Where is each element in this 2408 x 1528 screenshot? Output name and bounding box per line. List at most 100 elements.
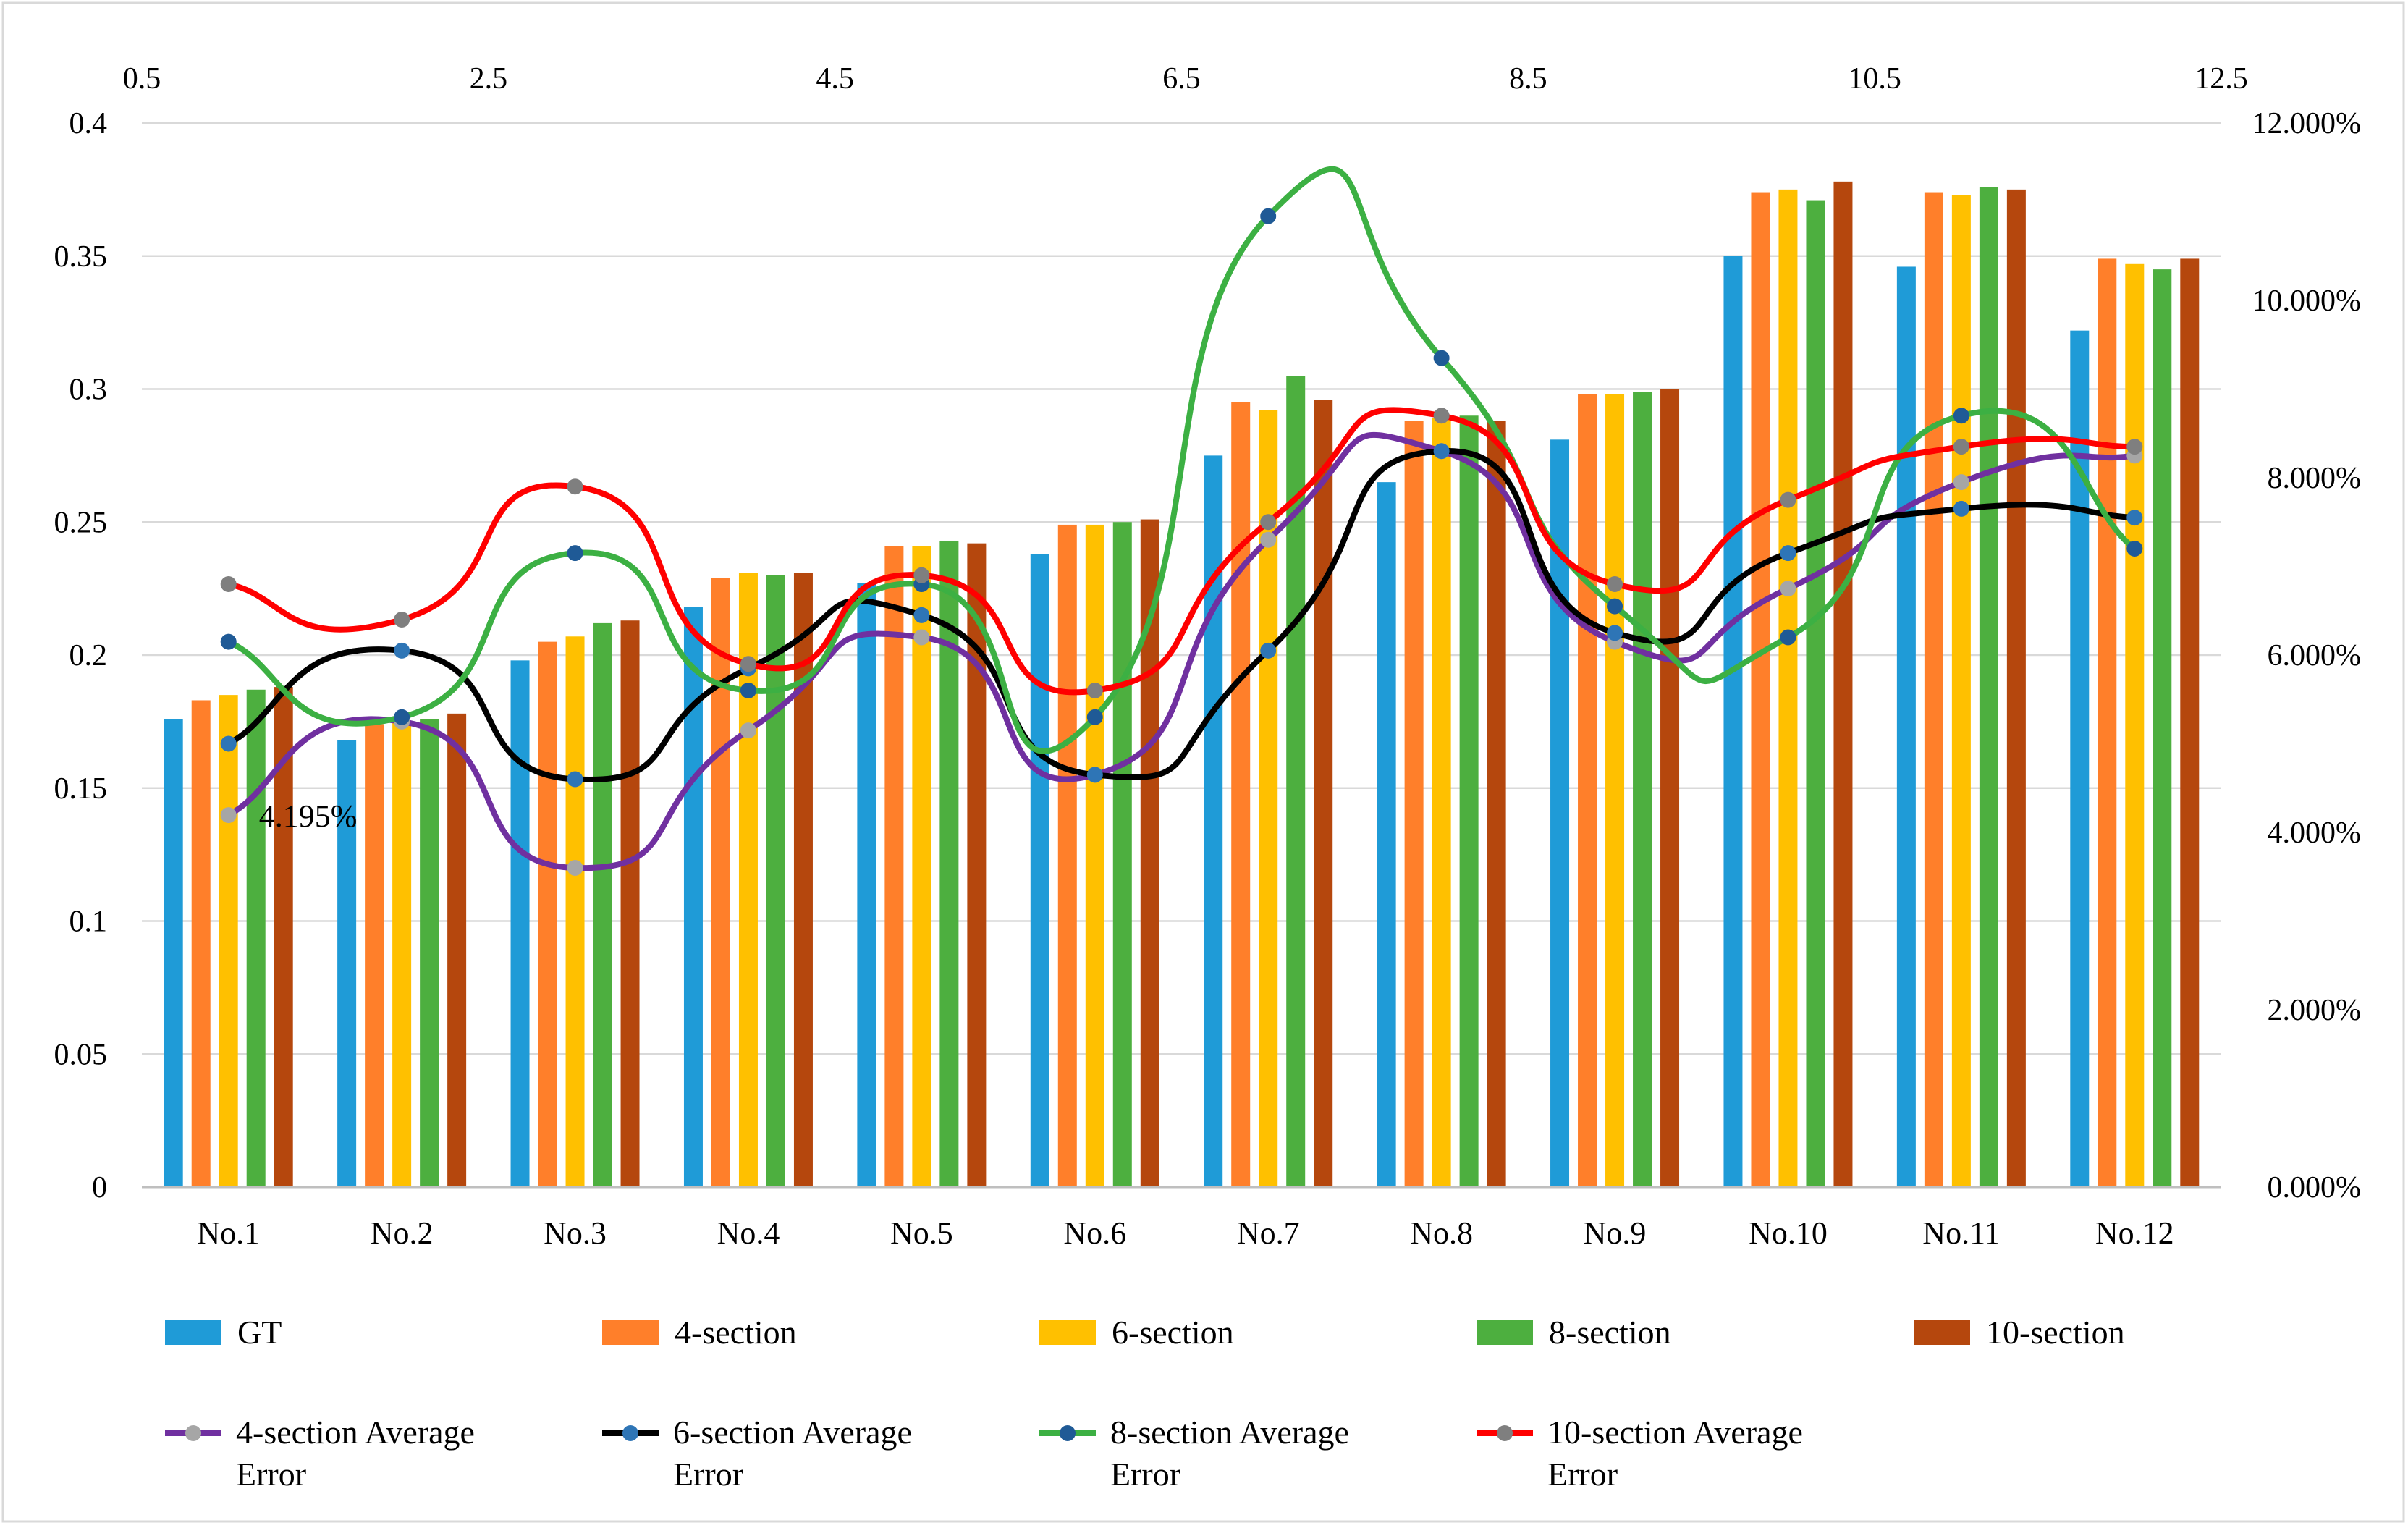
point-8-section-average-error bbox=[1433, 350, 1450, 366]
point-8-section-average-error bbox=[1607, 598, 1623, 615]
legend-marker-8-section-average-error bbox=[1060, 1425, 1076, 1441]
left-axis-tick-label: 0.2 bbox=[69, 639, 108, 672]
bar-6-section bbox=[2125, 263, 2145, 1187]
right-axis-tick-label: 10.000% bbox=[2252, 284, 2362, 318]
legend-label-gt: GT bbox=[237, 1314, 282, 1351]
bar-gt bbox=[510, 660, 530, 1187]
bar-8-section bbox=[420, 719, 439, 1187]
left-axis-tick-label: 0.05 bbox=[54, 1038, 108, 1071]
point-10-section-average-error bbox=[220, 576, 237, 592]
legend-label-8-section: 8-section bbox=[1549, 1314, 1671, 1351]
legend-label-line: 8-section Average bbox=[1110, 1414, 1349, 1451]
bar-6-section bbox=[912, 546, 931, 1187]
point-4-section-average-error bbox=[1953, 474, 1969, 491]
bar-6-section bbox=[219, 695, 238, 1187]
bar-8-section bbox=[593, 622, 612, 1187]
point-6-section-average-error bbox=[1607, 625, 1623, 641]
bar-4-section bbox=[1057, 524, 1077, 1187]
bar-8-section bbox=[1459, 415, 1479, 1187]
legend-label-line: 6-section Average bbox=[673, 1414, 912, 1451]
point-6-section-average-error bbox=[913, 607, 930, 623]
bar-6-section bbox=[565, 636, 585, 1187]
point-10-section-average-error bbox=[2126, 439, 2143, 455]
bar-4-section bbox=[1924, 192, 1943, 1187]
top-axis-tick-label: 2.5 bbox=[470, 62, 508, 96]
right-axis-tick-label: 8.000% bbox=[2268, 462, 2362, 495]
bar-4-section bbox=[1404, 421, 1424, 1187]
point-10-section-average-error bbox=[1953, 439, 1969, 455]
point-8-section-average-error bbox=[394, 709, 410, 725]
line-4-section-average-error bbox=[225, 431, 2138, 871]
bar-10-section bbox=[1487, 421, 1506, 1187]
gridlines bbox=[142, 122, 2221, 1055]
annotations: 4.195% bbox=[259, 798, 358, 834]
legend-label-line: Error bbox=[673, 1456, 743, 1493]
legend-marker-10-section-average-error bbox=[1497, 1425, 1513, 1441]
x-axis-tick-label: No.6 bbox=[1063, 1215, 1126, 1251]
bar-gt bbox=[1030, 554, 1049, 1187]
bar-4-section bbox=[365, 724, 384, 1187]
right-axis-tick-label: 0.000% bbox=[2268, 1171, 2362, 1204]
legend-label-line: 4-section Average bbox=[236, 1414, 475, 1451]
bar-6-section bbox=[1605, 394, 1625, 1187]
point-6-section-average-error bbox=[1433, 443, 1450, 460]
legend-label-line: 10-section Average bbox=[1547, 1414, 1803, 1451]
legend-label-6-section-average-error: 6-section Average Error bbox=[673, 1414, 912, 1493]
bar-gt bbox=[857, 583, 876, 1187]
legend-label-4-section: 4-section bbox=[675, 1314, 797, 1351]
x-axis-tick-label: No.11 bbox=[1922, 1215, 2000, 1251]
bar-4-section bbox=[2098, 258, 2117, 1187]
left-axis-tick-label: 0.3 bbox=[69, 373, 108, 407]
bar-gt bbox=[337, 740, 357, 1187]
point-4-section-average-error bbox=[567, 860, 583, 876]
bar-6-section bbox=[1951, 195, 1971, 1188]
point-4-section-average-error bbox=[1260, 531, 1277, 548]
bar-4-section bbox=[711, 578, 730, 1187]
bar-series-group bbox=[164, 181, 2200, 1188]
bar-gt bbox=[683, 607, 703, 1187]
legend-label-8-section-average-error: 8-section Average Error bbox=[1110, 1414, 1349, 1493]
bar-8-section bbox=[1806, 200, 1825, 1188]
legend: GT 4-section 6-section 8-section 10-section 4… bbox=[165, 1314, 2125, 1493]
top-axis-tick-label: 8.5 bbox=[1509, 62, 1547, 96]
bar-gt bbox=[1896, 266, 1916, 1188]
legend-swatch-10-section bbox=[1914, 1320, 1970, 1345]
legend-swatch-8-section bbox=[1477, 1320, 1533, 1345]
point-6-section-average-error bbox=[220, 735, 237, 752]
legend-marker-4-section-average-error bbox=[185, 1425, 201, 1441]
bar-8-section bbox=[2153, 269, 2172, 1187]
point-10-section-average-error bbox=[1260, 514, 1277, 531]
legend-label-10-section-average-error: 10-section Average Error bbox=[1547, 1414, 1803, 1493]
bar-10-section bbox=[1660, 389, 1680, 1187]
legend-label-line: Error bbox=[236, 1456, 306, 1493]
top-axis-tick-label: 0.5 bbox=[123, 62, 161, 96]
x-axis-tick-label: No.4 bbox=[717, 1215, 780, 1251]
point-10-section-average-error bbox=[1086, 683, 1103, 698]
legend-swatch-6-section bbox=[1039, 1320, 1096, 1345]
top-axis-tick-label: 10.5 bbox=[1848, 62, 1901, 96]
point-10-section-average-error bbox=[1433, 408, 1450, 424]
top-axis-tick-label: 12.5 bbox=[2194, 62, 2248, 96]
legend-label-6-section: 6-section bbox=[1112, 1314, 1234, 1351]
bar-4-section bbox=[1751, 192, 1770, 1187]
point-4-section-average-error bbox=[913, 629, 930, 646]
left-axis-tick-label: 0.1 bbox=[69, 906, 108, 939]
point-6-section-average-error bbox=[1086, 767, 1103, 783]
point-8-section-average-error bbox=[2126, 541, 2143, 557]
point-10-section-average-error bbox=[740, 656, 756, 672]
point-10-section-average-error bbox=[913, 567, 930, 583]
axes: 0 0.05 0.1 0.15 0.2 0.25 0.3 0.35 0.4 0.000% 2.000… bbox=[54, 62, 2362, 1251]
x-axis-tick-label: No.9 bbox=[1584, 1215, 1647, 1251]
bar-10-section bbox=[2180, 258, 2200, 1187]
bar-8-section bbox=[1979, 187, 1998, 1188]
legend-marker-6-section-average-error bbox=[622, 1425, 638, 1441]
bar-4-section bbox=[191, 700, 211, 1187]
point-10-section-average-error bbox=[567, 478, 583, 495]
legend-label-line: Error bbox=[1547, 1456, 1618, 1493]
point-10-section-average-error bbox=[1607, 576, 1623, 592]
x-axis-tick-label: No.7 bbox=[1237, 1215, 1300, 1251]
bar-6-section bbox=[392, 721, 412, 1187]
